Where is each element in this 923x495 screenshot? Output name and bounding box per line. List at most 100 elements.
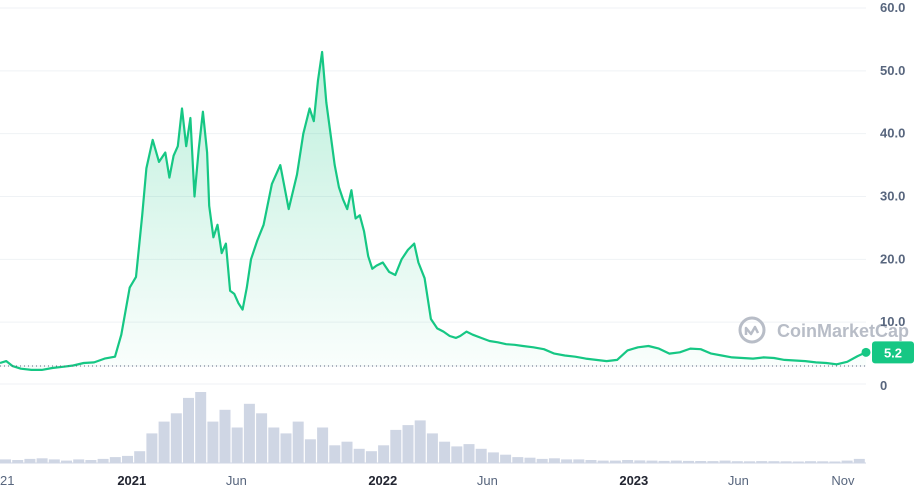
volume-bar xyxy=(695,461,707,463)
x-tick-label: 2022 xyxy=(368,473,397,488)
volume-bar xyxy=(792,461,804,463)
volume-bar xyxy=(719,460,731,463)
volume-bar xyxy=(134,451,146,463)
volume-bar xyxy=(341,441,353,463)
price-line xyxy=(0,50,867,371)
volume-bar xyxy=(829,461,841,463)
x-tick-label: 21 xyxy=(0,473,14,488)
y-tick-label: 20.0 xyxy=(880,251,905,266)
volume-bar xyxy=(0,459,11,463)
x-tick-label: Nov xyxy=(831,473,855,488)
volume-bar xyxy=(487,452,499,464)
volume-bar xyxy=(609,460,621,463)
volume-bar xyxy=(731,461,743,463)
x-tick-label: 2021 xyxy=(117,473,146,488)
volume-bar xyxy=(573,459,585,463)
volume-bar xyxy=(853,458,865,463)
volume-bars xyxy=(0,392,865,464)
volume-bar xyxy=(146,433,158,463)
volume-bar xyxy=(170,413,182,463)
volume-bar xyxy=(512,457,524,463)
volume-bar xyxy=(353,448,365,463)
coinmarketcap-logo-icon xyxy=(738,316,766,344)
volume-bar xyxy=(280,433,292,463)
volume-bar xyxy=(109,457,121,463)
volume-bar xyxy=(805,461,816,463)
volume-bar xyxy=(658,460,670,463)
volume-bar xyxy=(426,433,438,463)
volume-bar xyxy=(817,461,829,463)
volume-bar xyxy=(61,460,72,463)
volume-bar xyxy=(451,446,463,463)
volume-bar xyxy=(183,397,194,463)
volume-bar xyxy=(268,427,280,463)
x-tick-label: Jun xyxy=(728,473,749,488)
volume-bar xyxy=(744,461,755,463)
volume-bar xyxy=(634,460,646,463)
volume-bar xyxy=(463,444,475,463)
volume-bar xyxy=(231,427,243,463)
price-area-fill xyxy=(0,52,866,370)
volume-bar xyxy=(329,445,341,464)
grid-lines xyxy=(0,7,866,464)
x-tick-label: Jun xyxy=(226,473,247,488)
volume-bar xyxy=(378,445,390,464)
current-price-dot xyxy=(861,347,871,357)
watermark-text: CoinMarketCap xyxy=(777,321,909,341)
volume-bar xyxy=(475,448,487,463)
y-tick-label: 60.0 xyxy=(880,0,905,15)
volume-bar xyxy=(97,458,109,463)
volume-bar xyxy=(597,460,609,463)
volume-bar xyxy=(219,409,231,464)
x-axis-ticks: 21 2021 Jun 2022 Jun 2023 Jun Nov xyxy=(0,473,855,488)
volume-bar xyxy=(402,425,414,463)
volume-bar xyxy=(317,427,329,463)
volume-bar xyxy=(48,459,60,463)
volume-bar xyxy=(646,460,658,463)
volume-bar xyxy=(683,460,694,463)
volume-bar xyxy=(122,455,133,463)
volume-bar xyxy=(292,421,304,463)
current-price-label: 5.2 xyxy=(884,345,902,360)
volume-bar xyxy=(500,454,512,463)
volume-bar xyxy=(670,460,682,463)
volume-bar xyxy=(536,458,548,463)
volume-bar xyxy=(841,460,853,463)
volume-bar xyxy=(622,460,634,463)
current-price-badge: 5.2 xyxy=(872,341,914,364)
volume-axis-zero-label: 0 xyxy=(880,378,887,393)
y-axis-ticks: 60.0 50.0 40.0 30.0 20.0 10.0 xyxy=(880,0,905,329)
volume-bar xyxy=(12,460,24,463)
x-tick-label: Jun xyxy=(477,473,498,488)
volume-bar xyxy=(439,441,451,463)
y-tick-label: 30.0 xyxy=(880,189,905,204)
volume-bar xyxy=(780,461,792,463)
y-tick-label: 10.0 xyxy=(880,314,905,329)
volume-bar xyxy=(85,460,97,463)
y-tick-label: 40.0 xyxy=(880,126,905,141)
volume-bar xyxy=(158,421,170,463)
y-tick-label: 50.0 xyxy=(880,63,905,78)
volume-bar xyxy=(304,439,316,463)
volume-bar xyxy=(707,461,719,463)
volume-bar xyxy=(207,421,219,463)
current-price-badge-bg xyxy=(872,341,914,364)
volume-bar xyxy=(768,461,780,463)
volume-bar xyxy=(36,458,48,463)
x-tick-label: 2023 xyxy=(619,473,648,488)
volume-bar xyxy=(585,460,597,463)
volume-bar xyxy=(24,458,36,463)
volume-bar xyxy=(414,420,426,463)
volume-bar xyxy=(390,429,402,463)
volume-bar xyxy=(524,457,536,463)
volume-bar xyxy=(561,459,573,463)
watermark: CoinMarketCap xyxy=(738,316,909,344)
volume-bar xyxy=(365,451,377,463)
volume-bar xyxy=(256,413,268,463)
volume-bar xyxy=(756,461,768,463)
volume-bar xyxy=(243,403,255,463)
volume-bar xyxy=(548,458,560,463)
volume-bar xyxy=(195,392,207,463)
volume-bar xyxy=(73,459,85,463)
